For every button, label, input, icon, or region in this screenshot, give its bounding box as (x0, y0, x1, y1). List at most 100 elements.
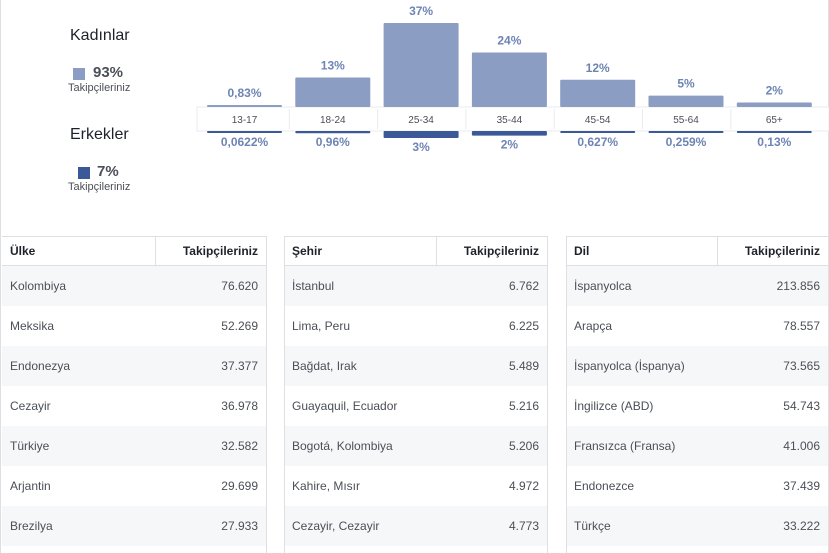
country-name-cell: Türkiye (10, 439, 50, 453)
table-row: İspanyolca 213.856 (566, 266, 828, 306)
men-swatch (78, 167, 90, 179)
language-value-cell: 54.743 (783, 399, 820, 413)
country-value-cell: 27.933 (221, 519, 258, 533)
city-value-cell: 6.225 (508, 319, 539, 333)
age-category-label: 65+ (766, 115, 783, 126)
country-name-cell: Endonezya (10, 359, 71, 373)
city-value-cell: 5.489 (508, 359, 539, 373)
table-row: Guayaquil, Ecuador 5.216 (284, 386, 547, 426)
age-category-label: 45-54 (585, 115, 611, 126)
women-value-label: 13% (321, 58, 345, 72)
language-name-cell: Endonezce (574, 479, 635, 493)
table-row: Bağdat, Irak 5.489 (284, 346, 547, 386)
men-title: Erkekler (70, 126, 129, 143)
language-table-header: Dil Takipçileriniz (566, 236, 828, 266)
city-value-cell: 4.773 (508, 519, 539, 533)
country-value-cell: 52.269 (221, 319, 258, 333)
women-value-label: 2% (766, 83, 784, 97)
language-column-header[interactable]: Dil (574, 244, 590, 258)
city-name-cell: Cezayir, Cezayir (292, 519, 380, 533)
men-bar-13-17 (207, 131, 282, 133)
table-row: Arapça 78.557 (566, 306, 828, 346)
city-name-cell: Lima, Peru (292, 319, 351, 333)
women-sublabel: Takipçileriniz (68, 82, 131, 94)
women-percent: 93% (93, 64, 124, 81)
city-column-header[interactable]: Şehir (292, 244, 323, 258)
table-row: Bogotá, Kolombiya 5.206 (284, 426, 547, 466)
language-table: Dil Takipçileriniz İspanyolca 213.856 Arap… (566, 236, 828, 553)
women-bar-18-24 (295, 77, 371, 107)
language-value-cell: 37.439 (783, 479, 820, 493)
country-value-cell: 37.377 (221, 359, 258, 373)
country-name-cell: Brezilya (10, 519, 53, 533)
women-bar-35-44 (471, 52, 547, 107)
women-swatch (73, 68, 85, 80)
table-row: İstanbul 6.762 (284, 266, 547, 306)
age-gender-chart: 0,83% 13-17 0,0622% 13% 18-24 0,96% 37% 25-34 3%… (0, 0, 829, 235)
country-name-cell: Meksika (10, 319, 55, 333)
women-value-label: 5% (677, 77, 695, 91)
men-bar-25-34 (383, 131, 459, 138)
language-name-cell: Arapça (574, 319, 613, 333)
table-row: Cezayir 36.978 (2, 386, 266, 426)
city-value-cell: 6.762 (508, 279, 539, 293)
women-bar-13-17 (207, 105, 282, 107)
table-row: Lima, Peru 6.225 (284, 306, 547, 346)
table-row: Endonezce 37.439 (566, 466, 828, 506)
city-table-body: İstanbul 6.762 Lima, Peru 6.225 Bağdat, Irak… (284, 266, 547, 546)
table-row: Endonezya 37.377 (2, 346, 266, 386)
country-name-cell: Kolombiya (10, 279, 67, 293)
language-value-cell: 73.565 (783, 359, 820, 373)
women-title: Kadınlar (70, 27, 130, 44)
men-value-label: 0,0622% (221, 135, 269, 149)
women-bar-25-34 (383, 23, 459, 107)
age-gender-chart-svg: 0,83% 13-17 0,0622% 13% 18-24 0,96% 37% 25-34 3%… (196, 4, 829, 154)
audience-tables: Ülke Takipçileriniz Kolombiya 76.620 Meksi… (0, 236, 829, 553)
language-value-cell: 41.006 (783, 439, 820, 453)
women-value-label: 12% (586, 61, 610, 75)
language-value-cell: 33.222 (783, 519, 820, 533)
table-row: Brezilya 27.933 (2, 506, 266, 546)
language-name-cell: İspanyolca (İspanya) (574, 359, 685, 373)
men-value-label: 0,627% (577, 135, 618, 149)
city-value-cell: 4.972 (508, 479, 539, 493)
language-name-cell: Türkçe (574, 519, 611, 533)
city-name-cell: Kahire, Mısır (292, 479, 361, 493)
country-value-cell: 32.582 (221, 439, 258, 453)
city-name-cell: Guayaquil, Ecuador (292, 399, 398, 413)
language-followers-column-header[interactable]: Takipçileriniz (717, 237, 828, 265)
age-category-label: 13-17 (232, 115, 258, 126)
city-table: Şehir Takipçileriniz İstanbul 6.762 Lima, … (284, 236, 547, 553)
table-divider (547, 236, 548, 553)
table-row: Kahire, Mısır 4.972 (284, 466, 547, 506)
country-value-cell: 36.978 (221, 399, 258, 413)
city-name-cell: Bogotá, Kolombiya (292, 439, 393, 453)
city-followers-column-header[interactable]: Takipçileriniz (436, 237, 547, 265)
country-name-cell: Arjantin (10, 479, 51, 493)
men-sublabel: Takipçileriniz (68, 181, 131, 193)
table-row: Türkçe 33.222 (566, 506, 828, 546)
women-value-label: 37% (409, 4, 433, 18)
men-bar-18-24 (295, 131, 371, 134)
age-category-label: 55-64 (673, 115, 699, 126)
table-divider (284, 236, 285, 553)
language-name-cell: İspanyolca (574, 279, 632, 293)
city-name-cell: İstanbul (292, 279, 335, 293)
city-name-cell: Bağdat, Irak (292, 359, 357, 373)
country-followers-column-header[interactable]: Takipçileriniz (155, 237, 266, 265)
women-value-label: 24% (497, 34, 521, 48)
age-category-label: 25-34 (408, 115, 434, 126)
men-value-label: 0,259% (666, 135, 707, 149)
language-name-cell: İngilizce (ABD) (574, 399, 654, 413)
country-table-body: Kolombiya 76.620 Meksika 52.269 Endonezya 37.… (2, 266, 266, 546)
country-name-cell: Cezayir (10, 399, 51, 413)
language-table-body: İspanyolca 213.856 Arapça 78.557 İspanyolca … (566, 266, 828, 546)
language-name-cell: Fransızca (Fransa) (574, 439, 676, 453)
men-value-label: 3% (412, 140, 430, 154)
men-bar-45-54 (560, 131, 636, 133)
city-value-cell: 5.206 (508, 439, 539, 453)
table-row: Arjantin 29.699 (2, 466, 266, 506)
table-row: İspanyolca (İspanya) 73.565 (566, 346, 828, 386)
table-row: Türkiye 32.582 (2, 426, 266, 466)
country-column-header[interactable]: Ülke (10, 244, 36, 258)
